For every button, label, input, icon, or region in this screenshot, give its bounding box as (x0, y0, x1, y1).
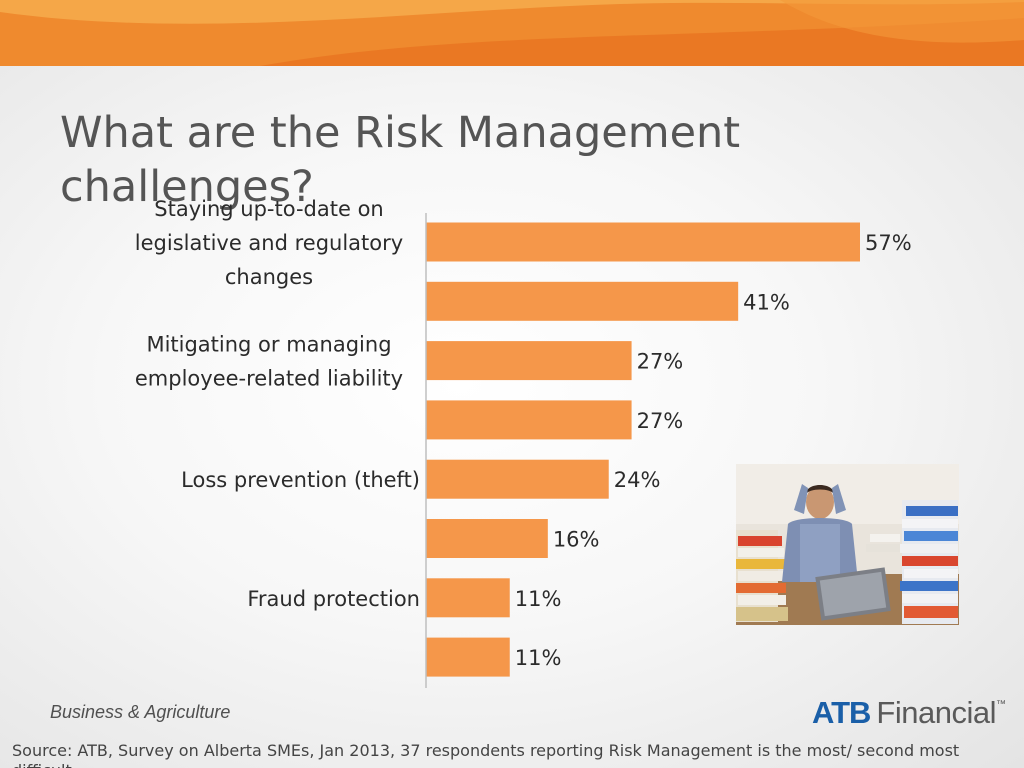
header-banner (0, 0, 1024, 66)
bar-5 (426, 459, 609, 499)
atb-financial-logo: ATB Financial ™ (812, 695, 1006, 730)
bar-value-label-5: 24% (614, 468, 661, 492)
bar-value-label-1: 57% (865, 231, 912, 255)
bar-6 (426, 519, 548, 558)
bar-2 (426, 281, 739, 321)
category-label-7: Fraud protection (247, 587, 420, 611)
bar-8 (426, 637, 510, 677)
bar-value-label-8: 11% (515, 646, 562, 670)
source-note: Source: ATB, Survey on Alberta SMEs, Jan… (12, 741, 960, 768)
bar-4 (426, 400, 632, 440)
stressed-office-worker-photo (736, 464, 959, 625)
bar-value-label-4: 27% (637, 409, 684, 433)
bar-value-label-7: 11% (515, 587, 562, 611)
brand-trademark: ™ (995, 699, 1006, 710)
bar-1 (426, 222, 860, 262)
bar-value-label-3: 27% (637, 350, 684, 374)
bar-value-label-6: 16% (553, 528, 600, 552)
header-swoosh (0, 0, 1024, 66)
bar-value-label-2: 41% (743, 290, 790, 314)
brand-word: Financial (876, 695, 996, 730)
bar-7 (426, 578, 510, 618)
category-label-1: Staying up-to-date on legislative and reg… (135, 197, 403, 289)
footer-division-label: Business & Agriculture (50, 702, 231, 722)
bar-chart: 57% Staying up-to-date on legislative and … (135, 197, 912, 688)
category-label-3: Mitigating or managing employee-related l… (135, 333, 403, 391)
slide-title: What are the Risk Management challenges? (60, 108, 741, 212)
brand-mark: ATB (812, 695, 871, 730)
category-label-5: Loss prevention (theft) (181, 468, 420, 492)
bar-3 (426, 341, 632, 381)
